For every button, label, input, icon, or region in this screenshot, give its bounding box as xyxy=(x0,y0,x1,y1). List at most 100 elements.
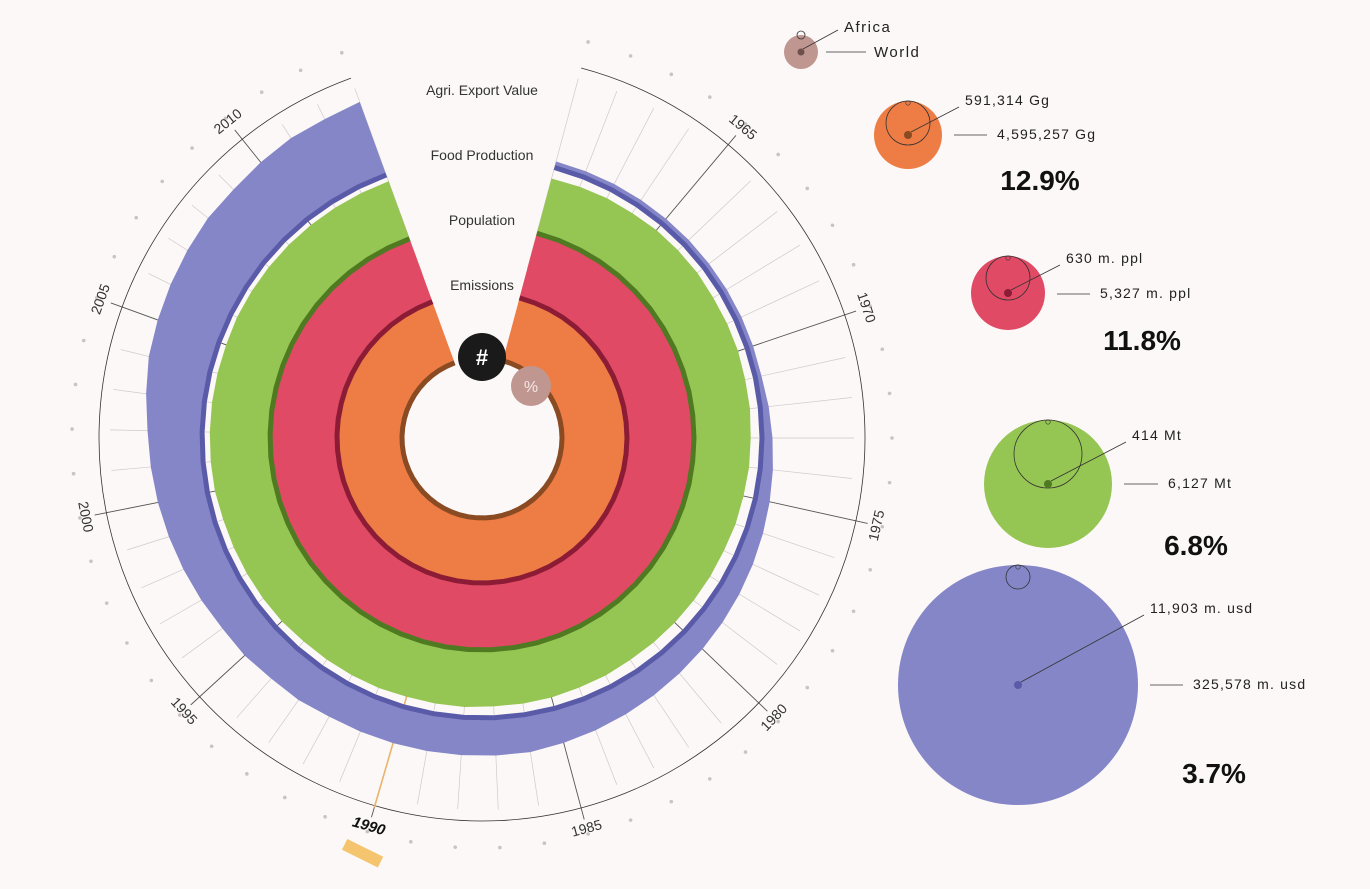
year-dot-1995 xyxy=(177,713,182,717)
legend-center-dot xyxy=(797,48,805,56)
africa-value-emissions: 591,314 Gg xyxy=(965,92,1050,108)
series-label-agri-export-value: Agri. Export Value xyxy=(426,82,538,98)
africa-value-population: 630 m. ppl xyxy=(1066,250,1143,266)
percent-toggle-label: % xyxy=(524,379,538,396)
year-dot-1964 xyxy=(707,95,712,99)
summary-population: 630 m. ppl 5,327 m. ppl 11.8% xyxy=(971,250,1191,356)
year-dot-1963 xyxy=(669,72,674,77)
year-label-1965[interactable]: 1965 xyxy=(726,111,760,143)
percent-toggle-circle xyxy=(511,366,551,406)
baseline-population xyxy=(334,295,630,586)
absolute-toggle-button[interactable]: # xyxy=(458,333,506,381)
year-dot-1973 xyxy=(890,436,894,440)
africa-anchor-agri-export-value xyxy=(1015,564,1021,570)
series-agri-export-value xyxy=(146,101,773,756)
absolute-toggle-label: # xyxy=(476,345,488,370)
year-dot-2005 xyxy=(94,295,99,300)
africa-leader-food-production xyxy=(1050,441,1127,482)
year-label-1975[interactable]: 1975 xyxy=(865,508,887,542)
percent-toggle-button[interactable]: % xyxy=(511,366,551,406)
year-dot-1961 xyxy=(586,40,590,44)
year-dot-1994 xyxy=(209,744,214,749)
year-label-2010[interactable]: 2010 xyxy=(211,105,245,137)
year-dot-2002 xyxy=(70,427,74,431)
baseline-emissions xyxy=(399,358,565,521)
series-label-emissions: Emissions xyxy=(450,277,514,293)
year-label-1980[interactable]: 1980 xyxy=(757,700,790,734)
percent-value-population: 11.8% xyxy=(1103,325,1181,356)
legend-africa-circle xyxy=(796,30,806,40)
year-dot-1984 xyxy=(628,818,633,822)
series-label-population: Population xyxy=(449,212,515,228)
year-label-1970[interactable]: 1970 xyxy=(854,290,879,325)
year-dot-1976 xyxy=(868,567,873,572)
year-dot-1989 xyxy=(409,839,413,844)
year-dot-1967 xyxy=(805,186,810,191)
year-dot-2003 xyxy=(73,382,78,387)
world-value-emissions: 4,595,257 Gg xyxy=(997,126,1096,142)
year-dot-1970 xyxy=(868,304,873,309)
selected-year-marker[interactable] xyxy=(341,839,384,868)
year-dot-1979 xyxy=(805,685,810,690)
africa-anchor-emissions xyxy=(905,100,911,106)
year-dot-1974 xyxy=(887,480,892,485)
year-label-1990[interactable]: 1990 xyxy=(350,813,387,839)
year-dot-2012 xyxy=(298,68,303,73)
baseline-food-production xyxy=(267,230,697,653)
band-population xyxy=(245,213,706,668)
africa-value-food-production: 414 Mt xyxy=(1132,427,1182,443)
year-dot-1991 xyxy=(323,814,327,819)
year-dot-2009 xyxy=(190,146,194,150)
summary-panel: Africa World 591,314 Gg 4,595,257 Gg 12.9% 63… xyxy=(784,19,1306,805)
percent-value-agri-export-value: 3.7% xyxy=(1182,758,1246,789)
year-dot-1966 xyxy=(776,152,780,157)
year-dot-1968 xyxy=(830,223,835,228)
year-dot-1983 xyxy=(669,799,674,804)
series-bands xyxy=(146,101,773,756)
year-dot-1999 xyxy=(89,559,93,564)
absolute-toggle-circle xyxy=(458,333,506,381)
africa-leader-agri-export-value xyxy=(1020,614,1145,683)
africa-leader-emissions xyxy=(910,106,960,133)
year-dot-1987 xyxy=(498,845,502,850)
year-dot-1993 xyxy=(245,772,249,776)
year-dot-1980 xyxy=(776,719,780,724)
year-dot-2007 xyxy=(134,215,139,220)
percent-value-food-production: 6.8% xyxy=(1164,530,1228,561)
year-label-1995[interactable]: 1995 xyxy=(168,694,201,728)
year-dot-1992 xyxy=(282,795,287,800)
year-label-2000[interactable]: 2000 xyxy=(75,500,97,534)
year-dot-1977 xyxy=(851,609,856,614)
year-label-2005[interactable]: 2005 xyxy=(87,281,113,316)
year-dot-2001 xyxy=(71,471,76,476)
world-value-agri-export-value: 325,578 m. usd xyxy=(1193,676,1306,692)
world-value-food-production: 6,127 Mt xyxy=(1168,475,1232,491)
legend-africa-label: Africa xyxy=(844,19,891,36)
year-dot-1988 xyxy=(453,845,457,849)
world-center-dot-emissions xyxy=(904,131,912,139)
summary-emissions: 591,314 Gg 4,595,257 Gg 12.9% xyxy=(874,92,1096,196)
world-value-population: 5,327 m. ppl xyxy=(1100,285,1191,301)
africa-anchor-population xyxy=(1005,255,1011,261)
year-spoke-1961 xyxy=(526,78,579,270)
series-population xyxy=(245,213,706,668)
year-dot-1978 xyxy=(830,648,835,653)
toggle-controls: # % xyxy=(458,333,551,406)
year-dot-1965 xyxy=(743,122,748,126)
year-label-1985[interactable]: 1985 xyxy=(569,816,603,840)
year-dot-2011 xyxy=(259,90,264,95)
year-dot-1969 xyxy=(851,262,856,267)
summary-agri-export-value: 11,903 m. usd 325,578 m. usd 3.7% xyxy=(898,564,1306,805)
africa-anchor-food-production xyxy=(1045,419,1051,425)
year-dot-2000 xyxy=(78,516,82,520)
year-dot-1975 xyxy=(880,524,885,529)
year-dot-1986 xyxy=(542,841,547,846)
year-dot-1996 xyxy=(149,678,154,683)
legend-africa-leader xyxy=(802,29,839,50)
series-food-production xyxy=(209,178,751,707)
year-dot-1981 xyxy=(743,750,748,754)
year-dot-2008 xyxy=(160,179,165,184)
year-dot-1997 xyxy=(125,641,129,645)
